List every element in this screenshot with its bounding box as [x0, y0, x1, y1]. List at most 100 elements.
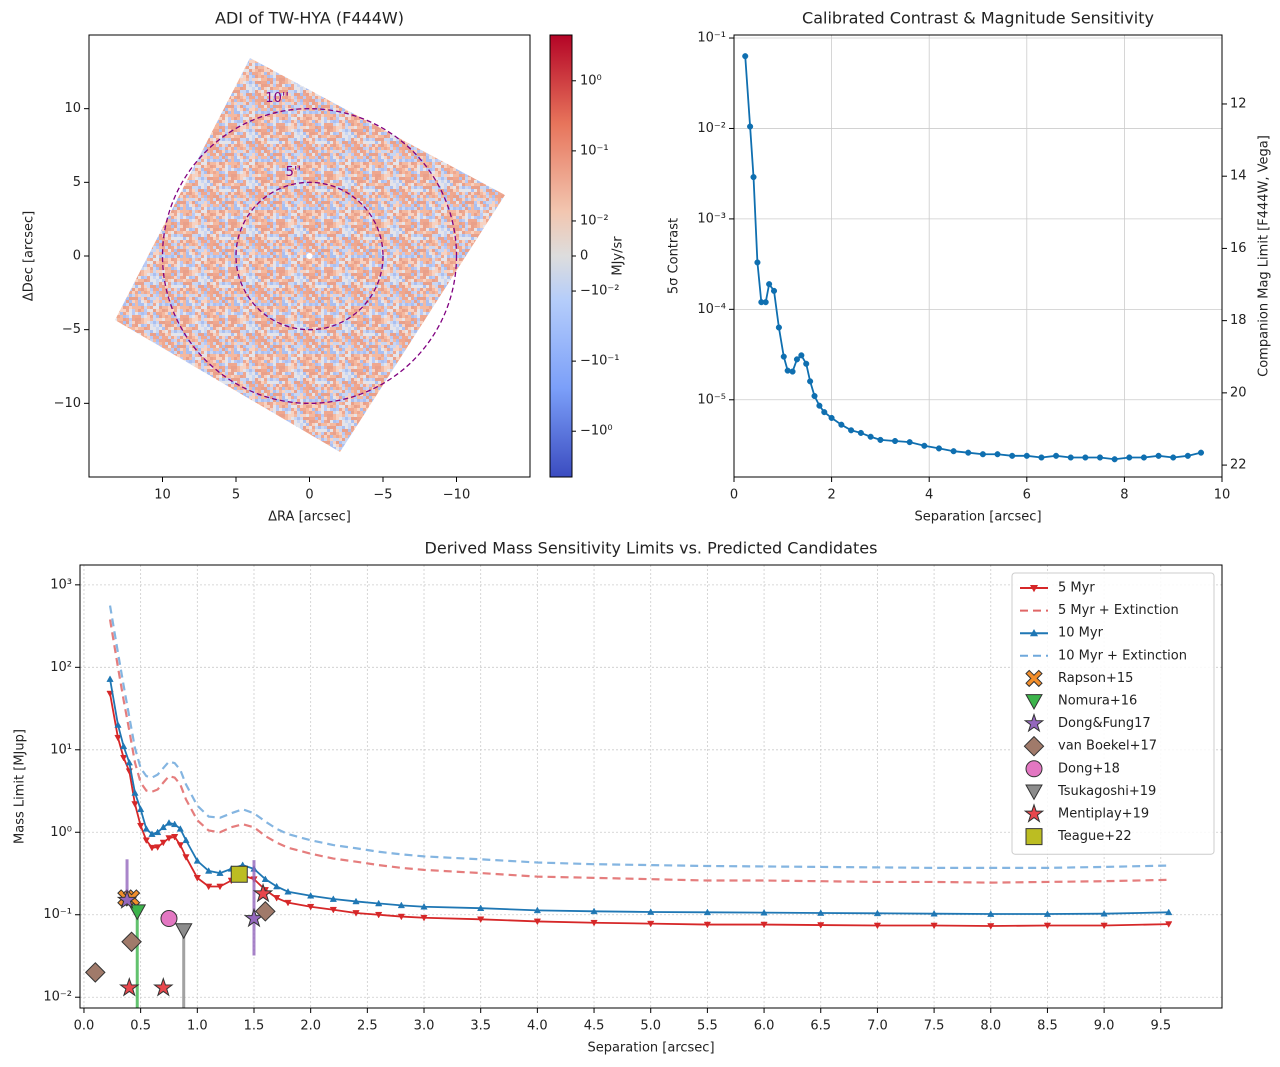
line-point	[754, 259, 761, 266]
x-tick-label: 8.0	[980, 1019, 1001, 1034]
scatter-point	[230, 865, 248, 883]
line-point	[807, 378, 814, 385]
line-point	[1009, 452, 1016, 459]
colorbar-tick-label: 0	[580, 249, 588, 264]
colorbar-tick-label: −10⁻²	[580, 284, 620, 299]
line-point	[1126, 454, 1133, 461]
plot-area	[84, 605, 1173, 1008]
line-point	[420, 914, 428, 922]
y-tick-label: 10⁻⁴	[697, 302, 726, 317]
y2-tick-label: 22	[1230, 458, 1247, 473]
line-point	[793, 356, 801, 363]
line-point	[1165, 921, 1173, 928]
line-point	[120, 754, 128, 762]
y-tick-label: 10⁻²	[697, 121, 726, 136]
line-point	[590, 907, 598, 915]
line-point	[965, 449, 972, 456]
legend-box	[1011, 572, 1215, 855]
legend-label: Dong&Fung17	[1058, 716, 1151, 731]
x-tick-label: 3.0	[414, 1019, 435, 1034]
line-point	[1043, 910, 1052, 917]
line-point	[979, 451, 986, 458]
x-tick-label: 10	[154, 488, 171, 503]
line-point	[352, 910, 360, 917]
x-tick-label: 6.0	[754, 1019, 775, 1034]
line-point	[816, 402, 823, 409]
x-tick-label: 7.0	[867, 1019, 888, 1034]
line-point	[142, 837, 150, 844]
line-point	[329, 895, 337, 902]
y-tick-label: 10⁻¹	[43, 907, 72, 922]
legend-label: Dong+18	[1058, 761, 1120, 776]
line-point	[647, 908, 655, 915]
y-tick-label: 0	[73, 249, 81, 264]
x-tick-label: 2	[827, 488, 835, 503]
x-tick-label: −10	[443, 488, 470, 503]
legend-label: Rapson+15	[1058, 671, 1133, 686]
x-tick-label: 2.0	[300, 1019, 321, 1034]
radius-circle	[161, 108, 458, 404]
line-point	[930, 922, 938, 930]
legend-marker	[1023, 735, 1045, 757]
line-point	[261, 875, 269, 882]
y-tick-label: 10⁻²	[43, 990, 72, 1005]
line-point	[877, 436, 884, 443]
x-tick-label: 1.0	[187, 1019, 208, 1034]
line-point	[760, 921, 768, 929]
x-tick-label: 7.5	[924, 1019, 945, 1034]
line-point	[1082, 454, 1089, 461]
line-point	[273, 882, 281, 890]
line-point	[533, 906, 541, 914]
line-point	[176, 825, 184, 832]
line-point	[375, 899, 383, 907]
scatter-point	[153, 977, 174, 997]
line-point	[216, 883, 224, 891]
y2-tick-label: 14	[1230, 169, 1247, 184]
line-point	[906, 439, 913, 446]
radius-circle	[235, 181, 384, 331]
x-tick-label: 6	[1023, 488, 1031, 503]
circle-label: 10''	[265, 91, 289, 106]
line-point	[935, 445, 943, 452]
line-point	[329, 906, 337, 914]
line-point	[397, 913, 405, 921]
line-point	[273, 895, 281, 902]
line-point	[762, 299, 769, 306]
x-tick-label: 4	[925, 488, 933, 503]
line-point	[477, 904, 485, 912]
legend-label: van Boekel+17	[1058, 739, 1157, 754]
line-point	[994, 451, 1001, 458]
colorbar	[549, 34, 573, 478]
line-point	[811, 393, 818, 400]
line-point	[1165, 908, 1173, 916]
line-point	[760, 908, 768, 916]
line-point	[284, 899, 292, 907]
legend-label: 5 Myr	[1058, 581, 1095, 596]
line-point	[838, 421, 845, 428]
line-point	[647, 920, 655, 928]
line-point	[142, 825, 150, 832]
x-tick-label: 0	[730, 488, 738, 503]
line-point	[125, 758, 133, 766]
line-point	[397, 901, 405, 909]
line-point	[1100, 922, 1108, 930]
line-point	[817, 909, 825, 916]
line-point	[205, 867, 213, 874]
y-tick-label: 10³	[50, 577, 72, 592]
line-point	[780, 353, 787, 360]
scatter-point	[84, 962, 106, 983]
x-tick-label: 9.0	[1094, 1019, 1115, 1034]
line-point	[307, 903, 315, 911]
scatter-point	[252, 882, 274, 903]
line-point	[114, 721, 122, 728]
line-point	[789, 368, 796, 375]
line-point	[766, 281, 773, 288]
line-point	[120, 742, 128, 750]
line-point	[590, 919, 598, 927]
y-tick-label: 10⁻³	[697, 211, 726, 226]
legend-marker	[1029, 628, 1039, 637]
x-tick-label: 4.0	[527, 1019, 548, 1034]
colorbar-tick-label: −10⁰	[580, 424, 613, 439]
line-point	[420, 903, 428, 910]
